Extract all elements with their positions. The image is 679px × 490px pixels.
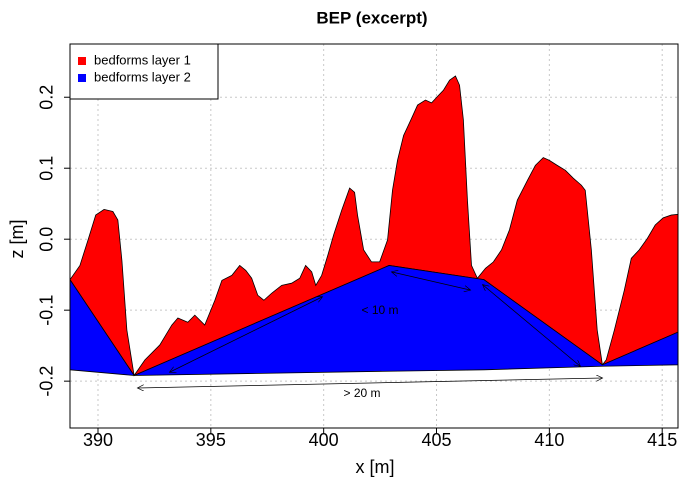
legend-label: bedforms layer 1: [94, 52, 191, 67]
y-axis-label: z [m]: [7, 220, 27, 259]
x-tick-label: 390: [83, 430, 113, 450]
x-tick-label: 410: [534, 430, 564, 450]
annotation: < 10 m: [361, 303, 398, 317]
y-tick-label: -0.2: [37, 366, 57, 397]
legend-swatch: [78, 74, 86, 82]
annotations: < 10 m > 20 m: [138, 272, 602, 400]
y-tick-label: 0.2: [37, 85, 57, 110]
y-tick-label: -0.1: [37, 295, 57, 326]
legend-label: bedforms layer 2: [94, 69, 191, 84]
legend-box: [69, 43, 219, 100]
x-tick-label: 395: [196, 430, 226, 450]
plot-area: [70, 75, 679, 377]
legend: bedforms layer 1 bedforms layer 2: [69, 43, 219, 100]
x-axis-label: x [m]: [356, 457, 395, 477]
arrow: [483, 285, 580, 366]
x-tick-label: 405: [421, 430, 451, 450]
x-tick-label: 415: [647, 430, 677, 450]
arrow: [138, 378, 602, 388]
y-tick-label: 0.0: [37, 227, 57, 252]
arrow: [170, 297, 322, 372]
plot-frame: [69, 43, 679, 429]
y-tick-label: 0.1: [37, 156, 57, 181]
chart-title: BEP (excerpt): [316, 8, 427, 27]
x-tick-label: 400: [309, 430, 339, 450]
legend-swatch: [78, 57, 86, 65]
axes: 390 395 400 405 410 415 -0.2 -0.1 0.0 0.1 0.2: [37, 85, 677, 450]
arrow: [392, 272, 470, 290]
annotation: > 20 m: [343, 386, 380, 400]
